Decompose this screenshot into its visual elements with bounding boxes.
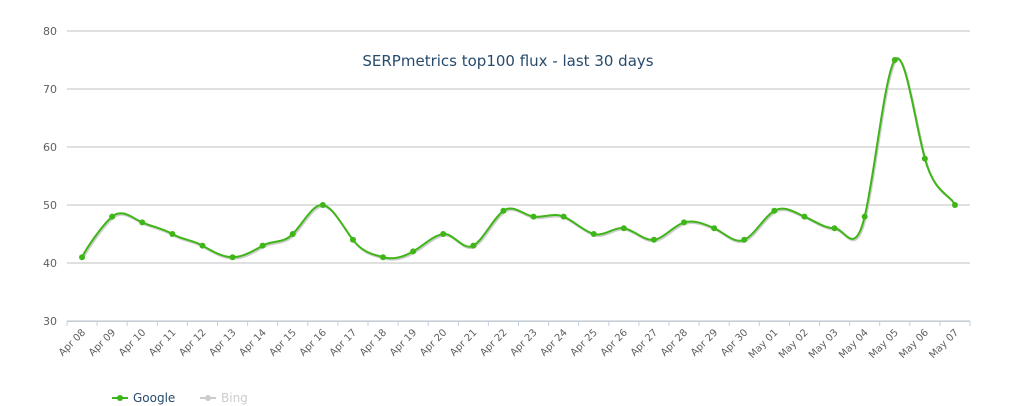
y-tick-label: 70 bbox=[43, 83, 57, 96]
x-tick-label: May 06 bbox=[897, 327, 931, 361]
point bbox=[891, 57, 898, 63]
point bbox=[410, 248, 417, 255]
x-tick-label: Apr 30 bbox=[719, 327, 750, 358]
x-tick-label: Apr 27 bbox=[629, 327, 660, 358]
x-tick-label: Apr 16 bbox=[298, 327, 329, 358]
x-tick-label: Apr 29 bbox=[689, 327, 720, 358]
point bbox=[199, 242, 206, 249]
point bbox=[711, 225, 718, 232]
x-tick-label: Apr 23 bbox=[508, 327, 539, 358]
x-tick-label: Apr 09 bbox=[87, 327, 118, 358]
x-tick-label: Apr 11 bbox=[147, 327, 178, 358]
point bbox=[169, 231, 176, 237]
point bbox=[229, 254, 236, 261]
x-tick-label: May 04 bbox=[837, 327, 871, 361]
x-tick-label: Apr 28 bbox=[659, 327, 690, 358]
y-tick-label: 60 bbox=[43, 141, 57, 154]
x-tick-label: Apr 22 bbox=[478, 327, 509, 358]
point bbox=[259, 242, 266, 249]
point bbox=[470, 242, 477, 249]
y-tick-label: 40 bbox=[43, 257, 57, 270]
chart-title: SERPmetrics top100 flux - last 30 days bbox=[362, 52, 653, 70]
x-tick-label: Apr 25 bbox=[569, 327, 600, 358]
x-tick-label: Apr 08 bbox=[57, 327, 88, 358]
point bbox=[831, 225, 838, 232]
x-tick-label: Apr 15 bbox=[268, 327, 299, 358]
x-tick-label: Apr 24 bbox=[539, 327, 570, 358]
x-tick-label: May 07 bbox=[927, 327, 961, 361]
x-tick-label: Apr 19 bbox=[388, 327, 419, 358]
point bbox=[620, 225, 627, 232]
point bbox=[741, 236, 748, 243]
x-tick-label: May 03 bbox=[807, 327, 841, 361]
x-tick-label: Apr 10 bbox=[117, 327, 148, 358]
point bbox=[771, 207, 778, 214]
y-tick-label: 80 bbox=[43, 25, 57, 38]
point bbox=[139, 219, 146, 226]
y-tick-label: 30 bbox=[43, 315, 57, 328]
point bbox=[681, 219, 688, 226]
point bbox=[109, 213, 116, 220]
point bbox=[801, 213, 808, 220]
point bbox=[590, 231, 597, 237]
point bbox=[530, 213, 537, 220]
legend-label: Bing bbox=[221, 391, 248, 405]
x-tick-label: May 05 bbox=[867, 327, 901, 361]
legend-dot bbox=[205, 395, 211, 401]
x-tick-label: Apr 14 bbox=[238, 327, 269, 358]
x-tick-label: Apr 17 bbox=[328, 327, 359, 358]
x-tick-label: Apr 12 bbox=[177, 327, 208, 358]
point bbox=[440, 231, 447, 237]
x-tick-label: May 02 bbox=[777, 327, 811, 361]
point bbox=[650, 236, 657, 243]
line-shadow bbox=[82, 58, 957, 261]
point bbox=[500, 207, 507, 214]
y-tick-label: 50 bbox=[43, 199, 57, 212]
x-tick-label: Apr 13 bbox=[207, 327, 238, 358]
point bbox=[319, 202, 326, 208]
legend-label: Google bbox=[133, 391, 175, 405]
x-tick-label: Apr 26 bbox=[599, 327, 630, 358]
point bbox=[951, 202, 958, 208]
point bbox=[560, 213, 567, 220]
series-line bbox=[81, 57, 956, 260]
x-tick-label: May 01 bbox=[747, 327, 781, 361]
x-tick-label: Apr 20 bbox=[418, 327, 449, 358]
x-tick-label: Apr 21 bbox=[448, 327, 479, 358]
point bbox=[380, 254, 387, 261]
point bbox=[861, 213, 868, 220]
point bbox=[79, 254, 86, 261]
point bbox=[289, 231, 296, 237]
x-tick-label: Apr 18 bbox=[358, 327, 389, 358]
legend-dot bbox=[117, 395, 123, 401]
point bbox=[921, 155, 928, 162]
point bbox=[349, 236, 356, 243]
